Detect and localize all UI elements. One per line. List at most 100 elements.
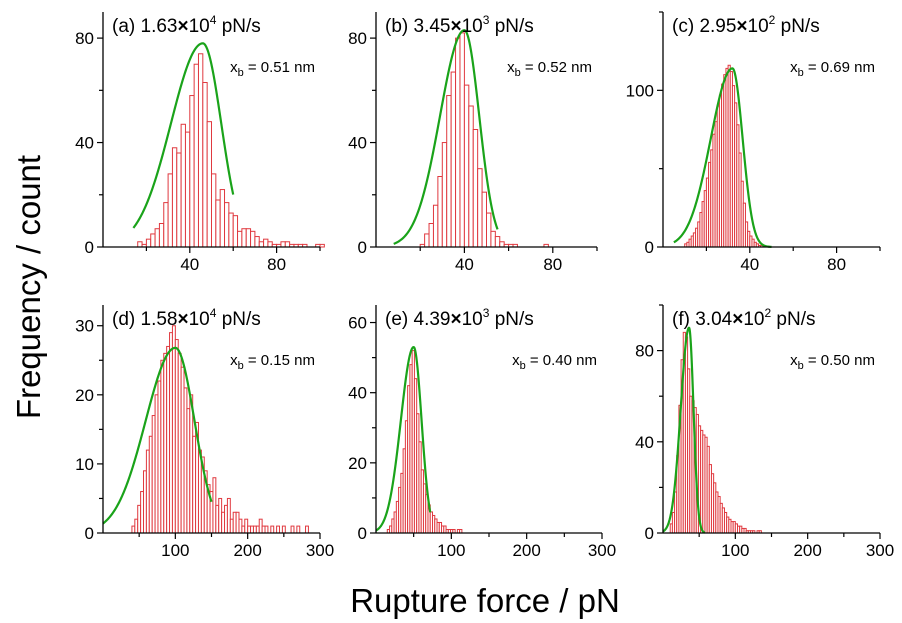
xb-symbol: x (230, 59, 238, 76)
rate-exponent: 4 (210, 306, 217, 320)
xb-label: xb = 0.40 nm (512, 352, 597, 372)
rate-value: 1.63 (141, 16, 178, 37)
histogram-bar (137, 241, 143, 248)
rate-base: 10 (189, 16, 210, 37)
histogram-bar (241, 228, 247, 248)
xb-label: xb = 0.50 nm (790, 352, 875, 372)
fit-curve-e (375, 345, 432, 532)
histogram-bar (254, 236, 260, 248)
y-tick-label: 40 (348, 384, 367, 403)
xb-symbol: x (790, 352, 798, 369)
histogram-bar (481, 191, 487, 248)
rate-value: 3.04 (695, 309, 732, 330)
xb-subscript: b (520, 360, 526, 372)
x-tick-label: 200 (233, 541, 261, 560)
histogram-bar (270, 525, 275, 534)
y-tick-label: 80 (348, 29, 367, 48)
panel-e: 100 200 300 0 20 40 60 (e) 4.39×103 pN/s xb = 0.… (348, 305, 616, 560)
histogram-bar (468, 105, 474, 248)
histogram-bar (296, 525, 301, 534)
y-axis-title: Frequency / count (10, 155, 47, 419)
x-tick-label: 200 (512, 541, 540, 560)
panel-a: 40 80 0 40 80 (a) 1.63×104 pN/s xb = 0.51 nm (75, 12, 325, 274)
rate-base: 10 (462, 16, 483, 37)
histogram-bar (446, 95, 452, 248)
panel-b: 40 80 0 40 80 (b) 3.45×103 pN/s xb = 0.52 nm (348, 12, 598, 274)
x-tick-label: 100 (437, 541, 465, 560)
histogram-bar (472, 129, 479, 248)
y-tick-label: 80 (75, 29, 94, 48)
histogram-bar (463, 84, 470, 248)
histogram-bar (180, 123, 186, 248)
histogram-bar (237, 230, 243, 248)
times-sign: × (177, 309, 188, 330)
histogram-bar (211, 173, 217, 248)
histogram-bar (319, 243, 325, 248)
histogram-bar (145, 238, 152, 248)
xb-label: xb = 0.15 nm (230, 352, 315, 372)
y-tick-label: 40 (635, 433, 654, 452)
y-tick-label: 10 (75, 455, 94, 474)
histogram-bar (284, 241, 291, 248)
histogram-bar (490, 230, 496, 248)
histogram-bar (428, 223, 434, 248)
xb-value: = 0.40 nm (526, 352, 597, 369)
rate-exponent: 2 (769, 13, 776, 27)
histogram-bar (193, 63, 199, 248)
rate-base: 10 (743, 309, 764, 330)
x-tick-label: 80 (827, 255, 846, 274)
rate-value: 1.58 (141, 309, 178, 330)
rate-base: 10 (189, 309, 210, 330)
histogram-bar (263, 238, 269, 248)
rate-base: 10 (462, 309, 483, 330)
histogram-bar (305, 525, 309, 534)
xb-subscript: b (515, 67, 521, 79)
panel-title: (a) 1.63×104 pN/s (112, 13, 261, 37)
y-tick-label: 0 (358, 524, 367, 543)
histogram-bar (171, 147, 178, 248)
x-tick-label: 40 (180, 255, 199, 274)
x-tick-label: 100 (161, 541, 189, 560)
y-tick-label: 20 (75, 386, 94, 405)
histogram-bar (150, 233, 156, 248)
histogram-bar (215, 199, 221, 248)
histogram-bar (455, 37, 461, 248)
panel-title: (b) 3.45×103 pN/s (385, 13, 534, 37)
x-tick-label: 40 (455, 255, 474, 274)
histogram-bar (163, 202, 169, 248)
xb-label: xb = 0.52 nm (507, 59, 592, 79)
histogram-bar (486, 212, 492, 248)
xb-symbol: x (790, 59, 798, 76)
xb-symbol: x (230, 352, 238, 369)
fit-curve-a (132, 42, 235, 229)
histogram-bar (189, 95, 195, 248)
histogram-bar (432, 204, 439, 248)
rate-base: 10 (748, 16, 769, 37)
panel-label: (b) (385, 16, 414, 37)
y-tick-label: 100 (626, 81, 654, 100)
histogram-bar (267, 241, 273, 248)
rate-unit: pN/s (216, 309, 260, 330)
xb-symbol: x (507, 59, 515, 76)
xb-value: = 0.51 nm (244, 59, 315, 76)
histogram-bar (280, 241, 286, 248)
rate-exponent: 3 (483, 306, 490, 320)
histogram-bar (154, 228, 160, 248)
y-tick-label: 40 (348, 134, 367, 153)
x-axis-title: Rupture force / pN (350, 582, 620, 619)
panel-title: (f) 3.04×102 pN/s (672, 306, 816, 330)
histogram-bar (245, 228, 252, 248)
xb-value: = 0.50 nm (804, 352, 875, 369)
y-tick-label: 0 (358, 238, 367, 257)
xb-value: = 0.15 nm (244, 352, 315, 369)
xb-symbol: x (512, 352, 520, 369)
panel-c: 40 80 0 100 (c) 2.95×102 pN/s xb = 0.69 nm (626, 11, 881, 274)
y-tick-label: 0 (645, 524, 654, 543)
rate-value: 3.45 (414, 16, 451, 37)
x-tick-label: 300 (306, 541, 334, 560)
histogram-bar (290, 525, 295, 534)
histogram-bar (184, 131, 191, 248)
y-tick-label: 30 (75, 317, 94, 336)
